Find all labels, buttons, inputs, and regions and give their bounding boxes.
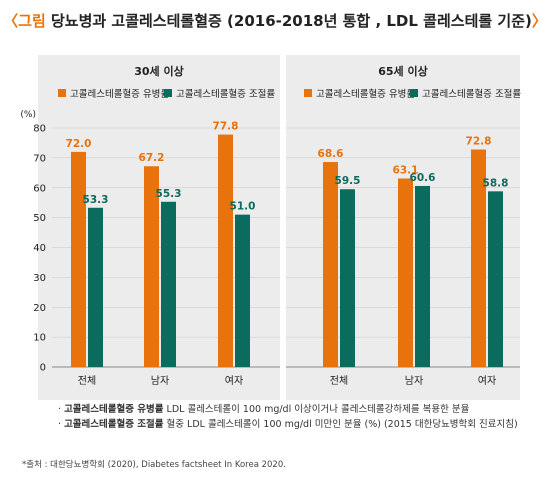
- y-tick-label: 40: [33, 243, 46, 254]
- source-note: *출처 : 대한당뇨병학회 (2020), Diabetes factsheet…: [22, 460, 286, 470]
- note-item: · 고콜레스테롤혈증 유병률 LDL 콜레스테롤이 100 mg/dl 이상이거…: [58, 402, 518, 417]
- chart-title: 〈그림 당뇨병과 고콜레스테롤혈증 (2016-2018년 통합 , LDL 콜…: [0, 10, 550, 31]
- panel-title: 30세 이상: [134, 64, 184, 78]
- data-label: 72.8: [466, 136, 492, 148]
- x-tick-label: 남자: [405, 375, 423, 387]
- note-term: 고콜레스테롤혈증 유병률: [64, 404, 164, 415]
- note-text: 혈중 LDL 콜레스테롤이 100 mg/dl 미만인 분율 (%) (2015…: [163, 419, 518, 430]
- note-term: 고콜레스테롤혈증 조절률: [64, 419, 164, 430]
- y-tick-label: 30: [33, 273, 46, 284]
- x-tick-label: 전체: [78, 375, 96, 387]
- x-tick-label: 여자: [225, 375, 243, 387]
- legend-label: 고콜레스테롤혈증 조절률: [422, 88, 521, 100]
- y-tick-label: 60: [33, 183, 46, 194]
- note-item: · 고콜레스테롤혈증 조절률 혈중 LDL 콜레스테롤이 100 mg/dl 미…: [58, 417, 518, 432]
- x-tick-label: 여자: [478, 375, 496, 387]
- data-label: 68.6: [318, 148, 344, 160]
- legend-swatch: [410, 89, 418, 97]
- x-tick-label: 남자: [151, 375, 169, 387]
- note-bullet: ·: [58, 419, 62, 430]
- data-label: 58.8: [483, 177, 509, 189]
- bar-control: [161, 201, 176, 367]
- data-label: 60.6: [410, 172, 436, 184]
- note-text: LDL 콜레스테롤이 100 mg/dl 이상이거나 콜레스테롤강하제를 복용한…: [163, 404, 470, 415]
- bar-prevalence: [218, 134, 233, 367]
- y-unit-label: (%): [20, 110, 36, 120]
- data-label: 53.3: [83, 194, 109, 206]
- bar-prevalence: [71, 151, 86, 367]
- panel-title: 65세 이상: [378, 64, 428, 78]
- data-label: 67.2: [139, 152, 165, 164]
- bar-control: [340, 189, 355, 367]
- data-label: 72.0: [66, 138, 92, 150]
- bar-control: [235, 214, 250, 367]
- bar-control: [415, 185, 430, 367]
- legend-label: 고콜레스테롤혈증 유병률: [70, 88, 169, 100]
- data-label: 51.0: [230, 201, 256, 213]
- data-label: 63.1: [393, 164, 419, 176]
- legend-swatch: [58, 89, 66, 97]
- y-tick-label: 20: [33, 303, 46, 314]
- bar-control: [488, 191, 503, 367]
- legend-swatch: [304, 89, 312, 97]
- data-label: 59.5: [335, 175, 361, 187]
- title-bracket-open: 〈: [3, 12, 19, 30]
- y-tick-label: 50: [33, 213, 46, 224]
- title-text: 당뇨병과 고콜레스테롤혈증 (2016-2018년 통합 , LDL 콜레스테롤…: [45, 12, 532, 30]
- title-bracket-close: 〉: [531, 12, 547, 30]
- x-tick-label: 전체: [330, 375, 348, 387]
- legend-label: 고콜레스테롤혈증 조절률: [176, 88, 275, 100]
- title-tag: 그림: [18, 12, 46, 30]
- legend-swatch: [164, 89, 172, 97]
- notes: · 고콜레스테롤혈증 유병률 LDL 콜레스테롤이 100 mg/dl 이상이거…: [58, 402, 518, 432]
- y-tick-label: 10: [33, 333, 46, 344]
- bar-prevalence: [471, 149, 486, 367]
- y-tick-label: 70: [33, 153, 46, 164]
- y-tick-label: 80: [33, 124, 46, 135]
- y-tick-label: 0: [40, 363, 46, 374]
- data-label: 55.3: [156, 188, 182, 200]
- legend-label: 고콜레스테롤혈증 유병률: [316, 88, 415, 100]
- bar-prevalence: [398, 178, 413, 367]
- data-label: 77.8: [213, 121, 239, 133]
- bar-control: [88, 207, 103, 367]
- note-bullet: ·: [58, 404, 62, 415]
- bar-prevalence: [323, 162, 338, 367]
- bar-prevalence: [144, 166, 159, 367]
